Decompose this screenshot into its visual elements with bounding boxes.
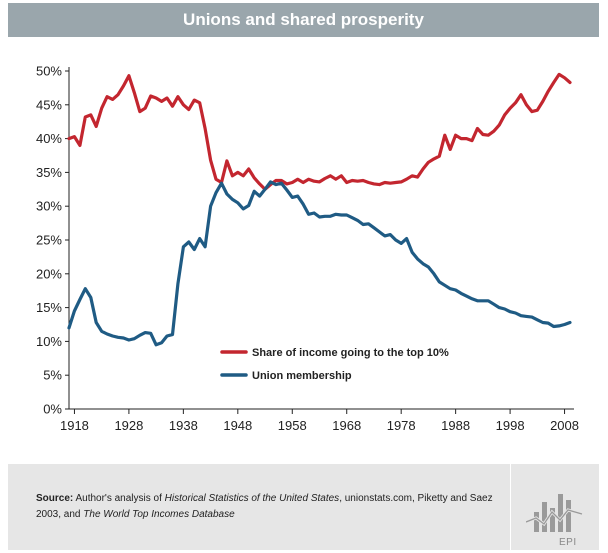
y-tick-label: 40% bbox=[36, 131, 62, 146]
x-tick-label: 1978 bbox=[387, 418, 416, 433]
y-tick-label: 20% bbox=[36, 266, 62, 281]
epi-logo-icon bbox=[526, 494, 583, 532]
chart-title: Unions and shared prosperity bbox=[183, 10, 424, 29]
x-tick-label: 1968 bbox=[332, 418, 361, 433]
chart-title-bar: Unions and shared prosperity bbox=[8, 3, 599, 37]
x-tick-label: 1928 bbox=[114, 418, 143, 433]
footer: Source: Author's analysis of Historical … bbox=[8, 464, 599, 550]
y-tick-label: 0% bbox=[43, 402, 62, 417]
legend-label: Union membership bbox=[252, 370, 352, 382]
x-tick-label: 1918 bbox=[60, 418, 89, 433]
y-tick-label: 25% bbox=[36, 233, 62, 248]
line-chart: 0% 5% 10% 15% 20% 25% 30% 35% 40% 45% 50% 1918 1928 1… bbox=[36, 64, 579, 434]
series-line-union-membership bbox=[67, 180, 572, 347]
y-tick-label: 50% bbox=[36, 64, 62, 79]
x-tick-label: 1948 bbox=[223, 418, 252, 433]
source-italic-1: Historical Statistics of the United Stat… bbox=[164, 493, 340, 504]
y-tick-label: 35% bbox=[36, 165, 62, 180]
legend-label: Share of income going to the top 10% bbox=[252, 347, 449, 359]
source-note: Source: Author's analysis of Historical … bbox=[36, 491, 496, 523]
y-tick-label: 5% bbox=[43, 368, 62, 383]
x-tick-label: 1938 bbox=[169, 418, 198, 433]
source-text-2: , unionstats.com, Piketty and Saez 2003,… bbox=[36, 493, 493, 520]
x-tick-label: 1958 bbox=[278, 418, 307, 433]
series-line-income-top10 bbox=[67, 72, 572, 191]
epi-logo-text: EPI bbox=[559, 537, 577, 548]
y-tick-label: 45% bbox=[36, 97, 62, 112]
source-text-1: Author's analysis of bbox=[75, 493, 162, 504]
y-tick-label: 30% bbox=[36, 199, 62, 214]
x-tick-label: 1998 bbox=[496, 418, 525, 433]
y-tick-label: 15% bbox=[36, 300, 62, 315]
source-italic-2: The World Top Incomes Database bbox=[83, 509, 235, 520]
source-label: Source: bbox=[36, 493, 74, 504]
chart-area: 0% 5% 10% 15% 20% 25% 30% 35% 40% 45% 50% 1918 1928 1… bbox=[0, 40, 608, 460]
x-tick-label: 2008 bbox=[550, 418, 579, 433]
x-tick-label: 1988 bbox=[441, 418, 470, 433]
footer-divider bbox=[510, 464, 511, 550]
y-tick-label: 10% bbox=[36, 334, 62, 349]
